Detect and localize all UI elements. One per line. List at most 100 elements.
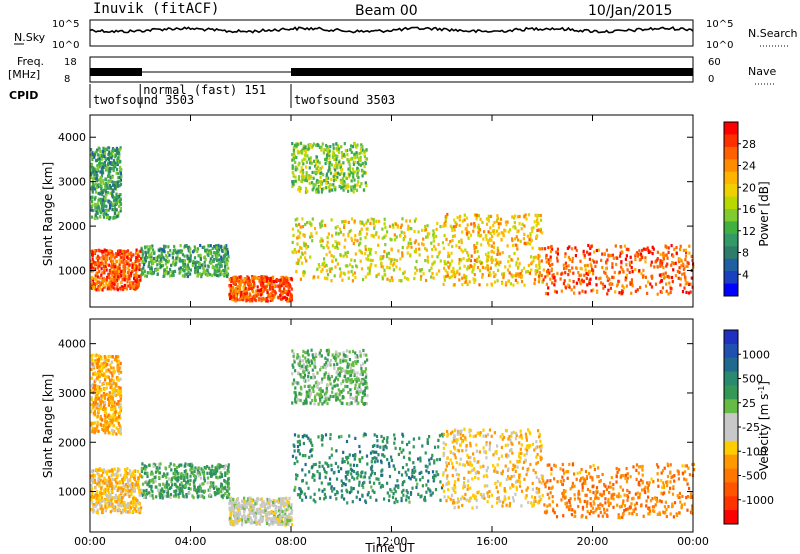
data-region [90, 248, 143, 292]
freq-unit-label: [MHz] [8, 68, 40, 81]
freq-tick-bottom: 8 [64, 74, 70, 85]
colorbar-tick-label: 20 [742, 181, 756, 194]
colorbar-tick-label: 1000 [742, 348, 770, 361]
colorbar-tick-label: 24 [742, 160, 756, 173]
velocity-colorbar-label: Velocity [m s-1] [757, 381, 771, 471]
nave-tick-top: 60 [708, 57, 721, 68]
nsky-trace [89, 26, 694, 34]
power-panel: 1000 2000 3000 4000 Slant Range [km] [41, 114, 695, 308]
x-tick-label: 20:00 [577, 535, 609, 548]
colorbar-swatch [724, 496, 738, 511]
data-region [140, 462, 231, 500]
nsearch-tick-bottom: 10^0 [706, 40, 733, 51]
colorbar-swatch [724, 184, 738, 197]
colorbar-tick-label: 8 [742, 247, 749, 260]
data-region [291, 348, 369, 406]
nsky-panel-frame [89, 19, 694, 47]
colorbar-swatch [724, 454, 738, 470]
y-tick-label: 1000 [58, 265, 86, 278]
colorbar-tick-label: -1000 [742, 494, 774, 507]
data-region [441, 427, 545, 510]
y-tick-label: 3000 [58, 387, 86, 400]
nave-label: Nave [748, 65, 776, 78]
colorbar-tick-label: 25 [742, 397, 756, 410]
x-tick-label: 08:00 [275, 535, 307, 548]
colorbar-swatch [724, 159, 738, 173]
data-region [228, 496, 294, 527]
nsky-tick-bottom: 10^0 [52, 40, 79, 51]
data-region [291, 432, 444, 505]
x-axis-label: Time UT [364, 541, 415, 554]
power-colorbar-label: Power [dB] [757, 181, 771, 246]
colorbar-swatch [724, 413, 738, 428]
data-region [228, 275, 293, 303]
data-region [543, 462, 696, 520]
colorbar-swatch [724, 134, 738, 148]
nave-bar-segment-1 [90, 68, 142, 76]
colorbar-tick-label: -25 [742, 421, 760, 434]
colorbar-swatch [724, 440, 738, 456]
colorbar-swatch [724, 233, 738, 247]
velocity-colorbar: 1000 500 25 -25 -100 -500 -1000 [723, 329, 774, 525]
colorbar-swatch [724, 399, 738, 414]
cpid-label: CPID [9, 89, 38, 102]
date-title: 10/Jan/2015 [588, 3, 672, 19]
data-region [90, 146, 123, 221]
velocity-ylabel: Slant Range [km] [41, 374, 55, 478]
colorbar-swatch [724, 246, 738, 260]
x-tick-label: 12:00 [376, 535, 408, 548]
colorbar-swatch [724, 171, 738, 185]
data-region [542, 243, 695, 296]
y-tick-label: 4000 [58, 338, 86, 351]
nave-tick-bottom: 0 [708, 74, 714, 85]
colorbar-swatch [724, 468, 738, 483]
cpid-segment-label: twofsound 3503 [294, 93, 395, 107]
y-tick-label: 4000 [58, 131, 86, 144]
data-region [140, 243, 230, 279]
station-title: Inuvik (fitACF) [93, 1, 219, 17]
x-tick-label: 04:00 [175, 535, 207, 548]
colorbar-swatch [724, 209, 738, 222]
colorbar-swatch [724, 427, 738, 442]
nave-bar-segment-2 [291, 68, 693, 76]
colorbar-swatch [724, 122, 738, 135]
colorbar-swatch [724, 221, 738, 235]
colorbar-swatch [724, 357, 738, 373]
colorbar-swatch [724, 385, 738, 400]
velocity-panel: 1000 2000 3000 4000 Slant Range [km] [41, 318, 696, 533]
freq-label: Freq. [17, 55, 44, 68]
x-tick-label: 00:00 [677, 535, 709, 548]
colorbar-swatch [724, 343, 738, 359]
colorbar-tick-label: 16 [742, 203, 756, 216]
data-region [291, 141, 369, 194]
data-region [90, 353, 123, 436]
data-region [441, 212, 544, 287]
y-tick-label: 1000 [58, 486, 86, 499]
colorbar-tick-label: -100 [742, 445, 767, 458]
colorbar-swatch [724, 146, 738, 160]
colorbar-swatch [724, 196, 738, 210]
colorbar-tick-label: 28 [742, 138, 756, 151]
x-tick-label: 16:00 [476, 535, 508, 548]
colorbar-tick-label: 500 [742, 373, 763, 386]
data-region [291, 217, 442, 283]
y-tick-label: 3000 [58, 176, 86, 189]
colorbar-swatch [724, 330, 738, 345]
colorbar-swatch [724, 283, 738, 297]
colorbar-swatch [724, 371, 738, 386]
nsky-label: N.Sky [14, 31, 46, 44]
y-tick-label: 2000 [58, 220, 86, 233]
velocity-panel-frame [89, 318, 694, 533]
colorbar-swatch [724, 510, 738, 525]
freq-tick-top: 18 [64, 57, 77, 68]
x-tick-label: 00:00 [74, 535, 106, 548]
cpid-segment-label: normal (fast) 151 [143, 83, 266, 97]
cpid-segment-label: twofsound 3503 [93, 93, 194, 107]
colorbar-tick-label: 4 [742, 268, 749, 281]
y-tick-label: 2000 [58, 436, 86, 449]
power-colorbar: 28 24 20 16 12 8 4 [723, 121, 756, 297]
colorbar-swatch [724, 271, 738, 284]
colorbar-swatch [724, 258, 738, 272]
power-ylabel: Slant Range [km] [41, 162, 55, 266]
